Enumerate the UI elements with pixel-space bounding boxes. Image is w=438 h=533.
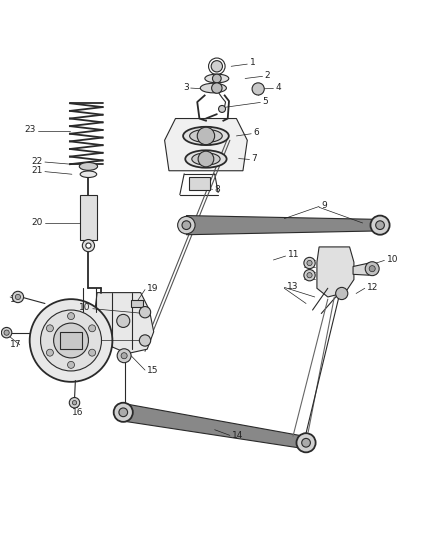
Text: 16: 16 bbox=[72, 408, 83, 417]
Circle shape bbox=[69, 398, 80, 408]
Polygon shape bbox=[80, 195, 97, 240]
Circle shape bbox=[212, 74, 221, 83]
Circle shape bbox=[53, 323, 88, 358]
Circle shape bbox=[302, 439, 311, 447]
Circle shape bbox=[12, 292, 24, 303]
Polygon shape bbox=[165, 118, 247, 171]
Circle shape bbox=[117, 349, 131, 362]
Circle shape bbox=[30, 299, 113, 382]
Text: 6: 6 bbox=[254, 128, 260, 137]
Circle shape bbox=[41, 310, 102, 371]
Circle shape bbox=[212, 83, 222, 93]
Ellipse shape bbox=[79, 163, 98, 171]
Circle shape bbox=[304, 270, 315, 281]
Text: 17: 17 bbox=[10, 341, 21, 349]
Circle shape bbox=[197, 127, 215, 144]
Circle shape bbox=[114, 403, 133, 422]
Circle shape bbox=[376, 221, 385, 230]
Text: 10: 10 bbox=[387, 255, 398, 264]
Circle shape bbox=[82, 239, 95, 252]
Text: 21: 21 bbox=[32, 166, 43, 175]
Circle shape bbox=[198, 151, 214, 167]
Circle shape bbox=[304, 257, 315, 269]
Text: 5: 5 bbox=[262, 96, 268, 106]
Text: 9: 9 bbox=[321, 201, 327, 210]
Circle shape bbox=[307, 272, 312, 278]
Circle shape bbox=[88, 325, 95, 332]
Ellipse shape bbox=[190, 130, 222, 142]
Circle shape bbox=[139, 335, 151, 346]
Text: 4: 4 bbox=[276, 83, 281, 92]
Ellipse shape bbox=[183, 127, 229, 145]
Circle shape bbox=[219, 106, 226, 112]
Text: 1: 1 bbox=[250, 58, 255, 67]
Text: 7: 7 bbox=[252, 154, 258, 163]
Circle shape bbox=[119, 408, 127, 417]
Text: 12: 12 bbox=[367, 283, 378, 292]
Circle shape bbox=[297, 433, 316, 453]
Circle shape bbox=[117, 314, 130, 327]
Circle shape bbox=[72, 400, 77, 405]
Text: 15: 15 bbox=[147, 367, 159, 375]
Text: 2: 2 bbox=[265, 70, 270, 79]
Circle shape bbox=[369, 265, 375, 272]
Text: 3: 3 bbox=[183, 83, 188, 92]
Text: 13: 13 bbox=[286, 281, 298, 290]
Ellipse shape bbox=[192, 153, 220, 165]
Circle shape bbox=[365, 262, 379, 276]
Circle shape bbox=[67, 361, 74, 368]
Polygon shape bbox=[122, 403, 307, 449]
Circle shape bbox=[15, 294, 21, 300]
Polygon shape bbox=[189, 177, 210, 190]
Circle shape bbox=[46, 349, 53, 356]
Circle shape bbox=[336, 287, 348, 300]
Polygon shape bbox=[95, 293, 154, 353]
Ellipse shape bbox=[200, 83, 226, 93]
Circle shape bbox=[371, 215, 390, 235]
Circle shape bbox=[88, 349, 95, 356]
Text: 19: 19 bbox=[147, 284, 159, 293]
Text: 8: 8 bbox=[215, 185, 220, 194]
Text: 11: 11 bbox=[288, 251, 299, 259]
Circle shape bbox=[252, 83, 264, 95]
Ellipse shape bbox=[80, 171, 97, 177]
Polygon shape bbox=[353, 263, 374, 275]
Circle shape bbox=[182, 221, 191, 230]
Circle shape bbox=[46, 325, 53, 332]
Polygon shape bbox=[186, 215, 380, 235]
Circle shape bbox=[67, 313, 74, 320]
Circle shape bbox=[211, 61, 223, 72]
Circle shape bbox=[178, 216, 195, 234]
Text: 10: 10 bbox=[79, 303, 91, 312]
Circle shape bbox=[139, 306, 151, 318]
Circle shape bbox=[121, 353, 127, 359]
Text: 14: 14 bbox=[232, 431, 244, 440]
Text: 12: 12 bbox=[79, 336, 91, 345]
Text: 22: 22 bbox=[32, 157, 43, 166]
Circle shape bbox=[307, 261, 312, 265]
Text: 20: 20 bbox=[32, 219, 43, 228]
Polygon shape bbox=[60, 332, 82, 349]
Polygon shape bbox=[317, 247, 354, 297]
Circle shape bbox=[4, 330, 9, 335]
Text: 18: 18 bbox=[10, 295, 21, 304]
Ellipse shape bbox=[205, 74, 229, 83]
Circle shape bbox=[1, 327, 12, 338]
Text: 23: 23 bbox=[25, 125, 36, 134]
Circle shape bbox=[86, 243, 91, 248]
Ellipse shape bbox=[185, 150, 226, 168]
Polygon shape bbox=[131, 300, 143, 306]
